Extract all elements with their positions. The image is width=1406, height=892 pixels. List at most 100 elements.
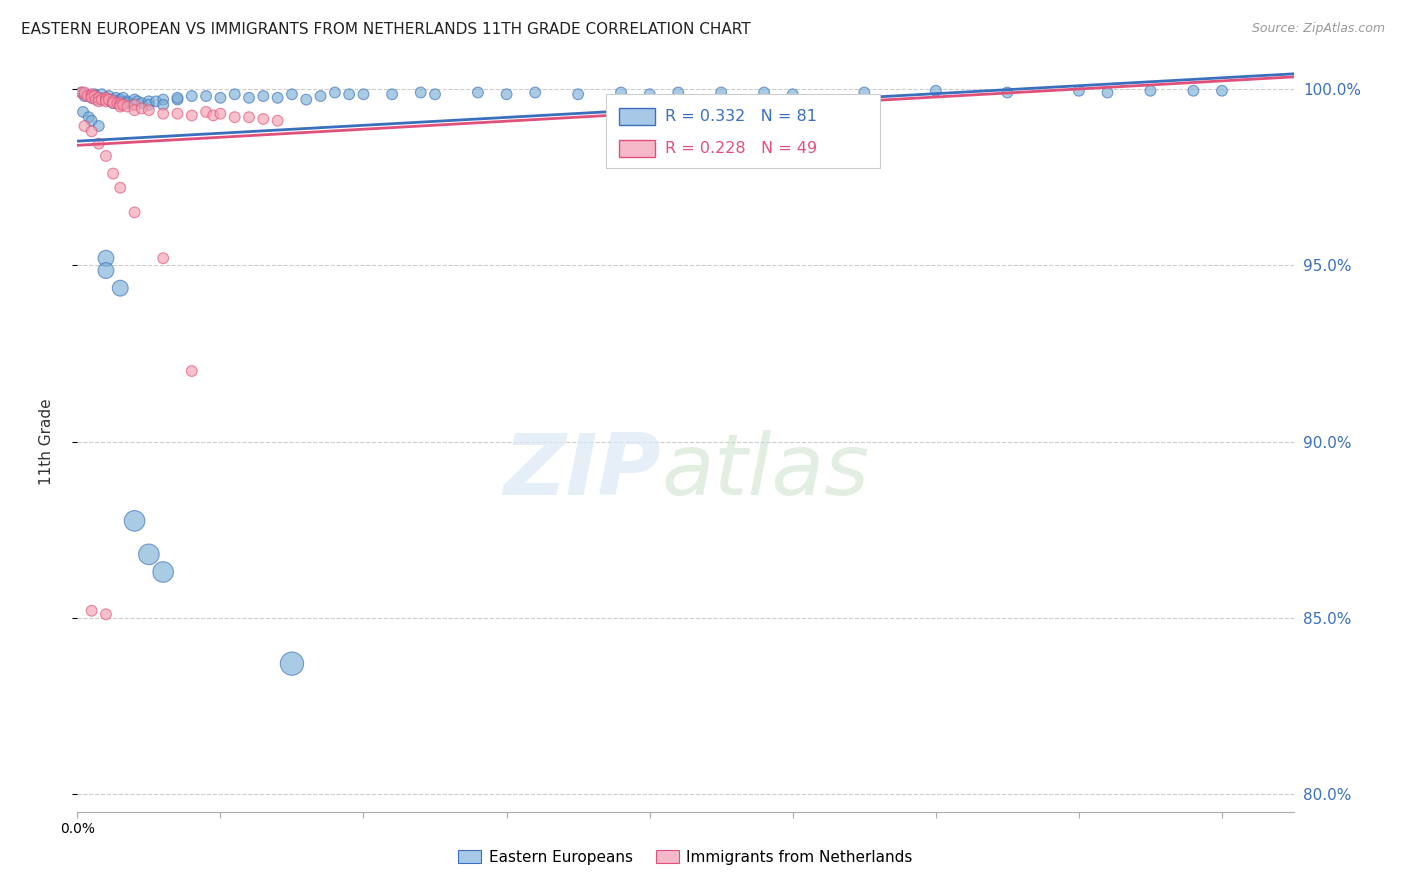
Point (90, 87, 112, 102)
Point (94, 607, 117, 622)
Point (180, 364, 202, 378)
Point (409, 86, 432, 100)
Point (152, 98, 174, 112)
FancyBboxPatch shape (606, 94, 880, 168)
Point (495, 87, 517, 102)
Point (73, 89, 96, 103)
Point (73, 87, 96, 102)
Point (101, 95, 124, 109)
Point (87, 136, 110, 151)
Point (138, 103, 160, 117)
Point (124, 98, 146, 112)
Point (238, 91, 260, 105)
Point (238, 110, 260, 124)
Point (87, 95, 110, 109)
Point (80, 604, 103, 618)
Point (124, 205, 146, 219)
Point (98, 95, 121, 109)
Point (117, 100, 139, 114)
Point (666, 86, 689, 100)
Point (782, 87, 804, 102)
Point (252, 112, 274, 126)
Point (166, 93, 188, 107)
Point (101, 93, 124, 107)
Point (925, 84, 948, 98)
Point (87, 119, 110, 133)
Point (195, 89, 218, 103)
Point (195, 104, 218, 119)
Point (83, 87, 105, 102)
Point (266, 91, 288, 105)
Point (138, 547, 160, 561)
Point (166, 91, 188, 105)
Point (94, 91, 117, 105)
Point (423, 87, 446, 102)
Point (80, 87, 103, 102)
Text: R = 0.332   N = 81: R = 0.332 N = 81 (665, 109, 817, 124)
Point (124, 514, 146, 528)
Point (94, 93, 117, 107)
Point (90, 93, 112, 107)
Point (209, 91, 232, 105)
Point (1097, 86, 1119, 100)
Point (77, 110, 100, 124)
Point (152, 565, 174, 579)
Point (80, 124, 103, 138)
Point (152, 251, 174, 265)
Point (124, 98, 146, 112)
Point (309, 89, 332, 103)
FancyBboxPatch shape (619, 109, 655, 125)
Point (87, 91, 110, 105)
Point (224, 110, 246, 124)
Point (105, 96, 128, 111)
Point (77, 89, 100, 103)
Point (94, 93, 117, 107)
Text: R = 0.228   N = 49: R = 0.228 N = 49 (665, 141, 817, 156)
Point (101, 96, 124, 111)
Point (166, 106, 188, 120)
Point (83, 89, 105, 103)
Point (110, 96, 132, 111)
Point (112, 98, 135, 112)
Point (117, 95, 139, 109)
Point (101, 96, 124, 111)
Point (97, 93, 120, 107)
Point (638, 87, 661, 102)
Point (180, 89, 202, 103)
Point (94, 251, 117, 265)
Point (73, 119, 96, 133)
Point (995, 86, 1018, 100)
Point (94, 263, 117, 277)
Point (152, 93, 174, 107)
Point (110, 281, 132, 295)
Point (70, 86, 93, 100)
Point (117, 96, 139, 111)
Point (337, 87, 360, 102)
Point (84, 93, 107, 107)
Point (124, 103, 146, 117)
Point (710, 86, 733, 100)
Point (101, 167, 124, 181)
Point (80, 89, 103, 103)
Point (75, 87, 97, 102)
Point (70, 86, 93, 100)
Point (567, 87, 589, 102)
Point (110, 95, 132, 109)
Point (110, 93, 132, 107)
Point (110, 98, 132, 112)
Point (323, 86, 346, 100)
Point (72, 104, 94, 119)
Point (97, 89, 120, 103)
Point (202, 108, 225, 122)
Point (381, 87, 404, 102)
Point (131, 101, 153, 115)
Point (138, 95, 160, 109)
Point (467, 86, 489, 100)
Point (752, 86, 775, 100)
Point (281, 657, 304, 671)
Point (1067, 84, 1090, 98)
Point (112, 91, 135, 105)
Point (87, 93, 110, 107)
Point (80, 91, 103, 105)
Point (252, 89, 274, 103)
